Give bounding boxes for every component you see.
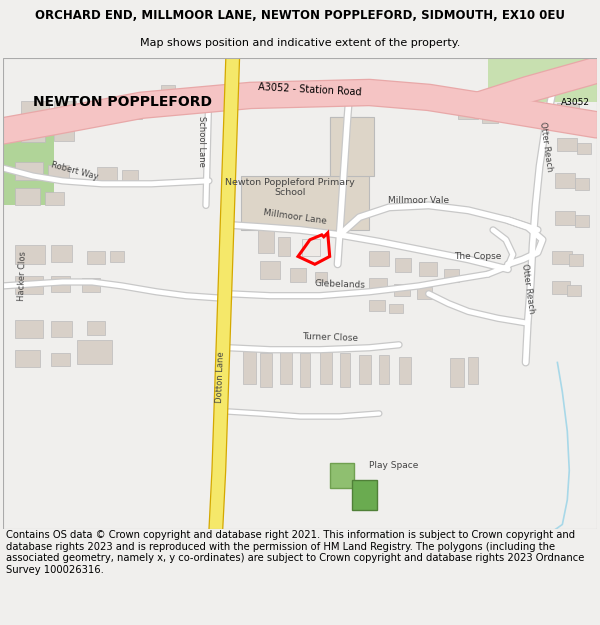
Text: Hacker Clos: Hacker Clos <box>17 251 28 301</box>
Bar <box>302 239 320 256</box>
Text: Millmoor Vale: Millmoor Vale <box>388 196 449 205</box>
Bar <box>124 105 142 119</box>
Bar <box>556 211 575 225</box>
Bar <box>50 321 73 337</box>
Bar <box>389 304 403 313</box>
Bar <box>15 350 40 368</box>
Bar <box>21 126 44 142</box>
Bar <box>557 103 579 119</box>
Bar <box>451 357 464 387</box>
Bar <box>553 251 572 264</box>
Bar <box>482 111 498 123</box>
Bar <box>50 244 73 262</box>
Bar <box>310 84 328 98</box>
Bar <box>399 357 411 384</box>
Bar <box>577 110 591 122</box>
Bar <box>469 357 478 384</box>
Bar <box>55 101 76 117</box>
Text: Robert Way: Robert Way <box>50 161 99 182</box>
Polygon shape <box>488 58 597 102</box>
Text: School Lane: School Lane <box>197 116 206 167</box>
Bar <box>553 281 570 294</box>
Bar <box>161 84 175 102</box>
Bar <box>242 347 256 384</box>
Bar <box>359 354 371 384</box>
Bar <box>55 127 74 141</box>
Polygon shape <box>330 117 374 176</box>
Text: Contains OS data © Crown copyright and database right 2021. This information is : Contains OS data © Crown copyright and d… <box>6 530 584 575</box>
Polygon shape <box>352 480 377 510</box>
Bar <box>370 251 389 266</box>
Bar <box>259 225 274 253</box>
Bar <box>417 287 431 299</box>
Bar <box>568 285 581 296</box>
Text: NEWTON POPPLEFORD: NEWTON POPPLEFORD <box>33 95 212 109</box>
Bar <box>280 350 292 384</box>
Bar <box>110 251 124 262</box>
Text: A3052 - Station Road: A3052 - Station Road <box>258 82 362 98</box>
Bar <box>179 89 189 102</box>
Bar <box>379 354 389 384</box>
Bar <box>47 165 70 181</box>
Bar <box>340 352 349 387</box>
Bar <box>286 88 302 99</box>
Bar <box>577 142 591 154</box>
Polygon shape <box>330 462 355 488</box>
Bar <box>320 350 332 384</box>
Polygon shape <box>241 117 370 230</box>
Polygon shape <box>3 132 55 206</box>
Text: Millmoor Lane: Millmoor Lane <box>263 208 328 226</box>
Text: A3052: A3052 <box>561 98 590 107</box>
Text: Newton Poppleford Primary
School: Newton Poppleford Primary School <box>225 178 355 198</box>
Bar <box>260 352 272 387</box>
Bar <box>15 162 43 180</box>
Text: Otter Reach: Otter Reach <box>538 121 553 172</box>
Bar <box>44 192 64 206</box>
Text: ORCHARD END, MILLMOOR LANE, NEWTON POPPLEFORD, SIDMOUTH, EX10 0EU: ORCHARD END, MILLMOOR LANE, NEWTON POPPL… <box>35 9 565 22</box>
Bar <box>556 173 575 188</box>
Bar <box>97 167 117 181</box>
Bar <box>557 138 577 151</box>
Bar <box>575 215 589 227</box>
Bar <box>389 91 411 105</box>
Bar <box>443 269 460 282</box>
Bar <box>97 101 119 117</box>
Bar <box>260 261 280 279</box>
Bar <box>260 88 280 103</box>
Bar <box>15 188 40 206</box>
Bar <box>21 101 49 119</box>
Bar <box>15 320 43 338</box>
Bar <box>87 321 105 335</box>
Bar <box>50 352 70 366</box>
Bar <box>87 251 105 264</box>
Bar <box>77 340 112 364</box>
Bar <box>569 254 583 266</box>
Bar <box>370 278 387 292</box>
Bar <box>395 258 411 272</box>
Bar <box>122 170 137 182</box>
Bar <box>278 237 290 256</box>
Bar <box>370 299 385 311</box>
Bar <box>290 268 306 282</box>
Bar <box>394 284 410 296</box>
Bar <box>315 272 327 282</box>
Bar <box>332 88 346 99</box>
Text: Dotton Lane: Dotton Lane <box>215 351 226 403</box>
Bar <box>15 244 44 264</box>
Text: The Copse: The Copse <box>455 252 502 261</box>
Bar <box>458 105 478 119</box>
Bar <box>50 276 70 292</box>
Bar <box>419 262 437 276</box>
Bar <box>15 276 43 294</box>
Bar <box>82 278 100 292</box>
Bar <box>300 352 310 387</box>
Bar <box>415 96 433 109</box>
Text: Map shows position and indicative extent of the property.: Map shows position and indicative extent… <box>140 38 460 48</box>
Text: Turner Close: Turner Close <box>302 332 358 343</box>
Text: Otter Reach: Otter Reach <box>520 263 536 314</box>
Text: Glebelands: Glebelands <box>314 279 365 289</box>
Bar <box>575 178 589 189</box>
Text: Play Space: Play Space <box>370 461 419 470</box>
